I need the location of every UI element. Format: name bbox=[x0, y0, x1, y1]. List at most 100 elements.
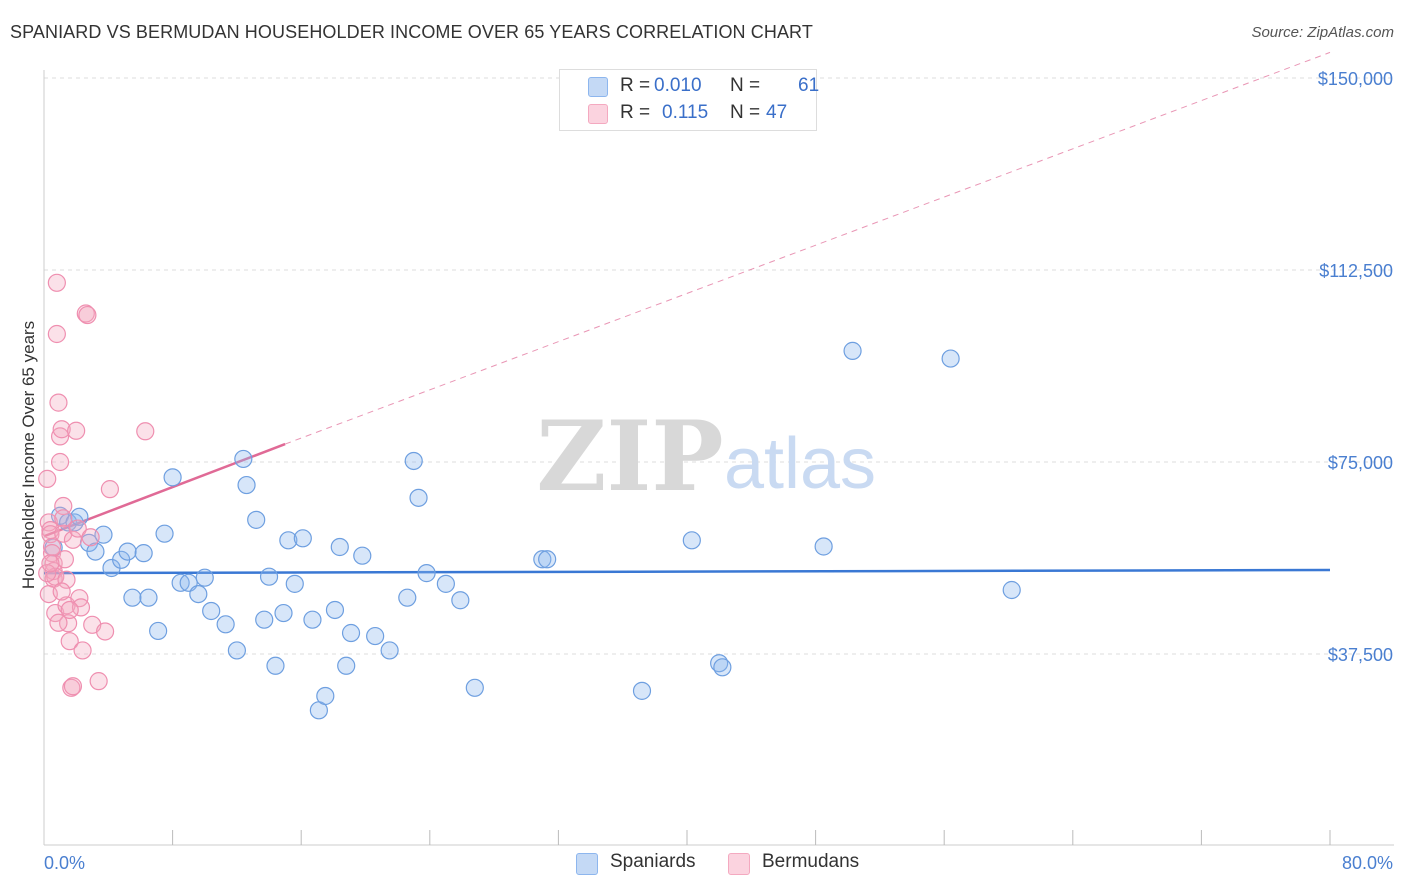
point-bermudans bbox=[49, 393, 68, 412]
trend-line-bermudans bbox=[284, 51, 1331, 445]
point-spaniards bbox=[713, 658, 732, 677]
point-bermudans bbox=[57, 570, 76, 589]
point-spaniards bbox=[237, 475, 256, 495]
point-spaniards bbox=[404, 451, 423, 471]
watermark-zip: ZIP bbox=[536, 400, 723, 513]
legend-r-label: R = bbox=[620, 75, 651, 96]
watermark-atlas: atlas bbox=[724, 424, 876, 504]
point-spaniards bbox=[417, 564, 436, 583]
point-spaniards bbox=[227, 641, 246, 660]
point-bermudans bbox=[54, 509, 73, 528]
x-tick-labels: 0.0% 80.0% bbox=[44, 853, 1393, 873]
source-label: Source: ZipAtlas.com bbox=[1251, 24, 1394, 41]
point-spaniards bbox=[163, 468, 182, 487]
point-spaniards bbox=[465, 678, 484, 697]
x-tick-label: 80.0% bbox=[1342, 853, 1393, 873]
point-spaniards bbox=[293, 529, 312, 548]
legend-swatch-spaniards bbox=[588, 77, 608, 97]
point-spaniards bbox=[189, 584, 208, 604]
point-spaniards bbox=[134, 544, 153, 563]
legend-n-label: N = bbox=[730, 102, 761, 123]
point-spaniards bbox=[274, 603, 293, 623]
point-spaniards bbox=[341, 623, 361, 643]
point-spaniards bbox=[814, 537, 833, 556]
point-bermudans bbox=[78, 305, 97, 325]
point-spaniards bbox=[941, 349, 960, 368]
y-axis-label: Householder Income Over 65 years bbox=[19, 321, 38, 589]
chart-title: SPANIARD VS BERMUDAN HOUSEHOLDER INCOME … bbox=[10, 22, 813, 42]
point-spaniards bbox=[682, 531, 701, 550]
y-tick-labels: $37,500 $75,000 $112,500 $150,000 bbox=[1318, 69, 1393, 665]
point-bermudans bbox=[55, 550, 74, 569]
point-bermudans bbox=[73, 641, 92, 660]
point-bermudans bbox=[63, 677, 83, 696]
point-spaniards bbox=[353, 546, 372, 565]
point-spaniards bbox=[234, 449, 253, 469]
watermark: ZIP atlas bbox=[536, 400, 876, 513]
point-spaniards bbox=[155, 524, 174, 543]
point-spaniards bbox=[533, 550, 552, 569]
point-spaniards bbox=[118, 542, 137, 561]
trend-lines bbox=[43, 51, 1331, 575]
point-bermudans bbox=[50, 452, 70, 472]
bottom-legend-swatch-spaniards bbox=[576, 853, 598, 875]
point-spaniards bbox=[216, 615, 235, 634]
legend-r-label: R = bbox=[620, 102, 651, 123]
point-spaniards bbox=[139, 588, 158, 607]
point-bermudans bbox=[70, 589, 89, 608]
trend-line-bermudans bbox=[43, 442, 286, 538]
legend-n-label: N = bbox=[730, 75, 761, 96]
point-spaniards bbox=[123, 588, 142, 607]
point-spaniards bbox=[436, 574, 455, 593]
point-bermudans bbox=[60, 632, 79, 651]
point-spaniards bbox=[398, 588, 417, 607]
point-spaniards bbox=[380, 641, 399, 660]
point-bermudans bbox=[100, 480, 120, 499]
point-spaniards bbox=[366, 626, 385, 646]
point-bermudans bbox=[49, 613, 68, 632]
legend-n-value: 47 bbox=[766, 102, 788, 123]
legend: R = 0.010 N = 61 R = 0.115 N = 47 bbox=[559, 69, 820, 131]
point-spaniards bbox=[86, 542, 105, 561]
point-bermudans bbox=[52, 582, 71, 601]
bottom-legend-swatch-bermudans bbox=[728, 853, 750, 875]
point-bermudans bbox=[68, 519, 87, 538]
point-bermudans bbox=[67, 421, 86, 440]
point-bermudans bbox=[59, 614, 78, 633]
point-spaniards bbox=[279, 531, 298, 550]
y-tick-label: $150,000 bbox=[1318, 69, 1393, 89]
point-bermudans bbox=[63, 530, 83, 549]
legend-n-value: 61 bbox=[798, 75, 820, 96]
point-bermudans bbox=[41, 554, 60, 573]
bottom-legend-label-bermudans: Bermudans bbox=[762, 851, 860, 872]
point-spaniards bbox=[1002, 580, 1021, 600]
point-bermudans bbox=[50, 427, 70, 446]
bottom-legend-label-spaniards: Spaniards bbox=[610, 851, 696, 872]
point-spaniards bbox=[259, 567, 279, 586]
y-tick-label: $37,500 bbox=[1328, 645, 1393, 665]
gridlines bbox=[44, 77, 1394, 655]
axes bbox=[43, 70, 1394, 846]
point-bermudans bbox=[81, 528, 100, 547]
point-spaniards bbox=[195, 568, 214, 587]
point-bermudans bbox=[136, 422, 155, 441]
point-spaniards bbox=[330, 537, 349, 557]
trend-line-spaniards bbox=[43, 568, 1331, 575]
point-bermudans bbox=[95, 622, 115, 641]
point-spaniards bbox=[255, 610, 274, 629]
point-spaniards bbox=[843, 341, 862, 360]
point-bermudans bbox=[38, 469, 57, 488]
legend-r-value: 0.115 bbox=[662, 102, 709, 123]
point-spaniards bbox=[247, 510, 266, 529]
legend-r-value: 0.010 bbox=[654, 75, 702, 96]
point-bermudans bbox=[47, 324, 66, 344]
point-spaniards bbox=[266, 656, 285, 675]
point-spaniards bbox=[409, 488, 428, 507]
point-bermudans bbox=[38, 564, 57, 583]
y-tick-label: $75,000 bbox=[1328, 453, 1393, 473]
point-spaniards bbox=[149, 621, 168, 641]
point-bermudans bbox=[71, 598, 91, 617]
point-spaniards bbox=[337, 656, 356, 675]
point-bermudans bbox=[60, 600, 79, 620]
